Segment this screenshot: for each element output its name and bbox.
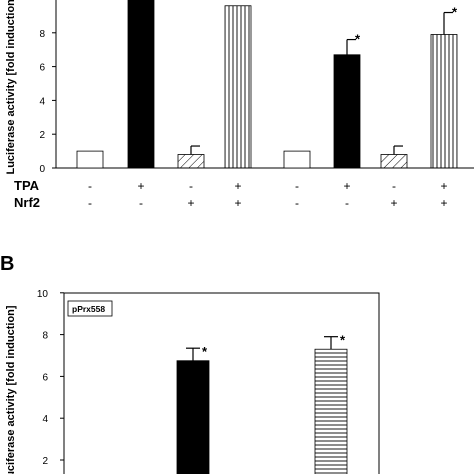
panel-a-y-tick-label: 0	[39, 164, 45, 175]
significance-marker: *	[340, 333, 346, 348]
significance-marker: *	[355, 32, 361, 47]
panel-b-y-tick-label: 4	[42, 414, 48, 425]
panel-b-y-label: Luciferase activity [fold induction]	[5, 305, 17, 474]
condition-sign: +	[390, 196, 397, 210]
condition-row-label: TPA	[14, 178, 40, 193]
condition-sign: +	[440, 179, 447, 193]
bar	[76, 150, 104, 169]
panel-b-y-tick-label: 10	[37, 289, 49, 300]
condition-sign: -	[139, 196, 143, 210]
panel-a-chart: Luciferase activity [fold induction] 0 2 4…	[5, 0, 474, 210]
panel-b-inset-box	[67, 300, 113, 317]
bar	[314, 348, 348, 474]
condition-row-label: Nrf2	[14, 195, 40, 210]
bar	[224, 5, 252, 169]
bar	[430, 34, 458, 169]
panel-b-inset-label: pPrx558	[72, 304, 105, 314]
panel-a-y-label: Luciferase activity [fold induction]	[5, 0, 17, 175]
condition-sign: +	[234, 196, 241, 210]
significance-marker: *	[452, 5, 458, 20]
condition-sign: -	[88, 179, 92, 193]
condition-sign: +	[234, 179, 241, 193]
condition-sign: +	[440, 196, 447, 210]
panel-b-y-tick-label: 8	[42, 331, 48, 342]
bar	[283, 150, 311, 169]
panel-a-y-tick-label: 8	[39, 29, 45, 40]
panel-a-y-tick-label: 6	[39, 63, 45, 74]
condition-sign: +	[187, 196, 194, 210]
condition-sign: -	[295, 179, 299, 193]
panel-b-plot-frame	[63, 292, 380, 474]
panel-a-y-tick-label: 2	[39, 130, 45, 141]
panel-a-y-tick-label: 4	[39, 96, 45, 107]
condition-sign: -	[392, 179, 396, 193]
significance-marker: *	[202, 344, 208, 359]
condition-sign: -	[189, 179, 193, 193]
condition-sign: +	[343, 179, 350, 193]
bar	[127, 0, 155, 169]
panel-b-chart: B pPrx558 Luciferase activity [fold indu…	[0, 253, 380, 474]
bar	[380, 154, 408, 169]
panel-b-letter: B	[0, 253, 14, 275]
bar	[333, 54, 361, 169]
panel-b-y-tick-label: 6	[42, 372, 48, 383]
condition-sign: +	[137, 179, 144, 193]
condition-sign: -	[88, 196, 92, 210]
bar	[177, 154, 205, 169]
bar	[176, 360, 210, 474]
condition-sign: -	[345, 196, 349, 210]
panel-b-y-tick-label: 2	[42, 456, 48, 467]
condition-sign: -	[295, 196, 299, 210]
